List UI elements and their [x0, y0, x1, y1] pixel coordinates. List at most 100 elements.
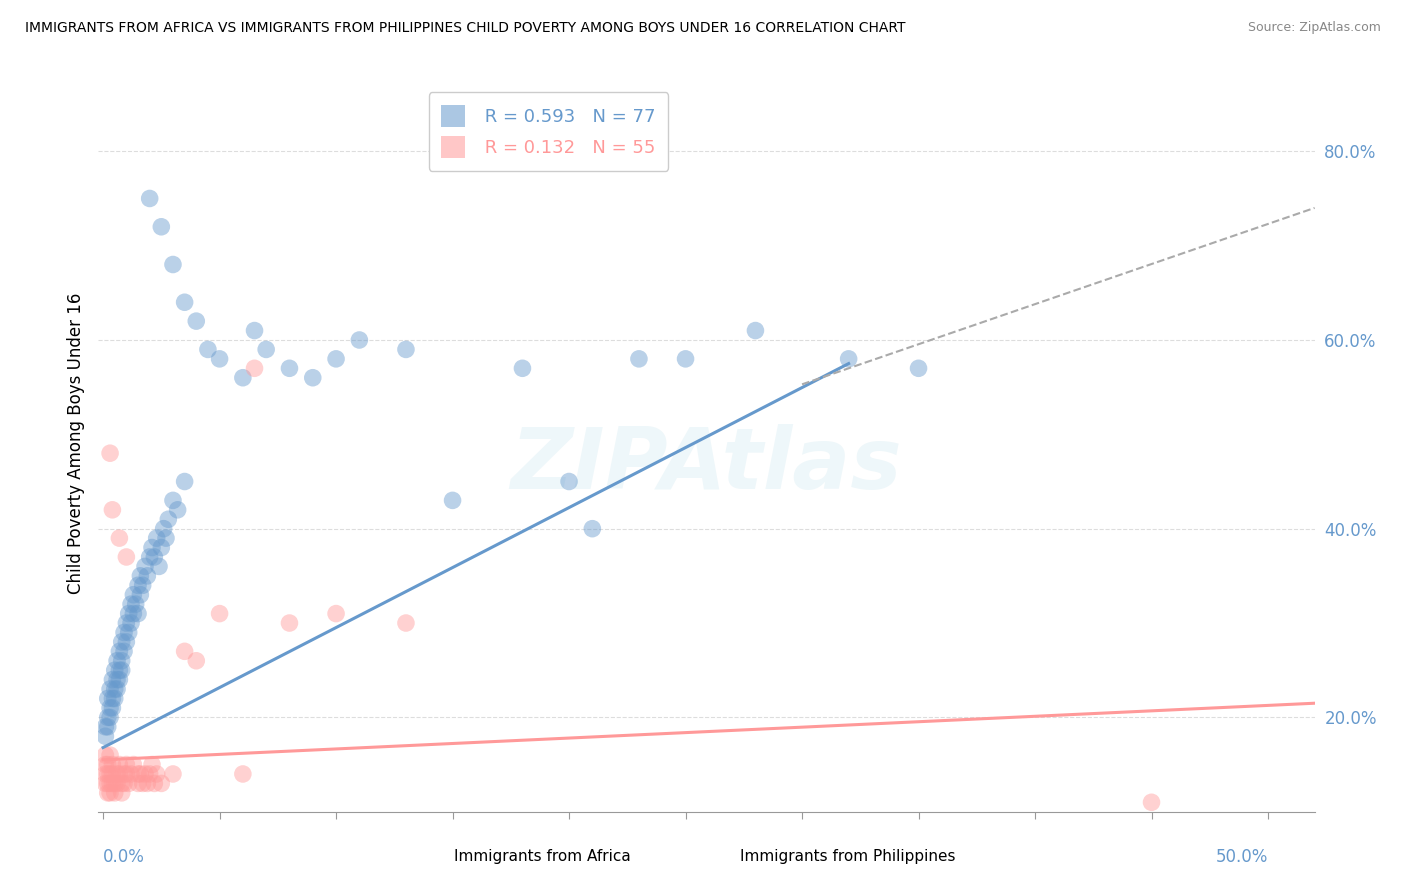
Point: [104, 776, 127, 790]
Point: [254, 343, 277, 357]
Point: [97, 691, 120, 706]
Point: [1140, 795, 1163, 809]
Point: [105, 654, 128, 668]
Point: [232, 370, 254, 384]
Point: [118, 776, 141, 790]
Point: [157, 512, 180, 526]
Text: IMMIGRANTS FROM AFRICA VS IMMIGRANTS FROM PHILIPPINES CHILD POVERTY AMONG BOYS U: IMMIGRANTS FROM AFRICA VS IMMIGRANTS FRO…: [25, 21, 905, 36]
Point: [122, 757, 145, 772]
Text: Immigrants from Africa: Immigrants from Africa: [454, 849, 631, 863]
Text: Source: ZipAtlas.com: Source: ZipAtlas.com: [1247, 21, 1381, 35]
Point: [94, 748, 117, 763]
Point: [301, 370, 323, 384]
Point: [138, 192, 160, 206]
Point: [112, 776, 135, 790]
Point: [94, 720, 117, 734]
Point: [94, 776, 117, 790]
Point: [105, 682, 128, 697]
Point: [173, 475, 195, 489]
Point: [208, 607, 231, 621]
Point: [97, 710, 120, 724]
Point: [101, 673, 124, 687]
Point: [115, 767, 138, 781]
Point: [101, 776, 124, 790]
Point: [111, 663, 134, 677]
Point: [98, 682, 121, 697]
Point: [125, 597, 148, 611]
Point: [104, 786, 127, 800]
Point: [136, 569, 159, 583]
Point: [838, 351, 860, 366]
Point: [129, 767, 152, 781]
Point: [97, 786, 120, 800]
Point: [162, 493, 184, 508]
Point: [101, 691, 124, 706]
Point: [134, 559, 156, 574]
Point: [131, 776, 153, 790]
Point: [97, 776, 120, 790]
Point: [129, 569, 152, 583]
Point: [129, 588, 152, 602]
Point: [143, 549, 166, 564]
Point: [675, 351, 697, 366]
Point: [98, 710, 121, 724]
Point: [101, 767, 124, 781]
Point: [243, 324, 266, 338]
Point: [105, 776, 128, 790]
Point: [162, 767, 184, 781]
Point: [98, 748, 121, 763]
Point: [127, 767, 149, 781]
Point: [278, 361, 301, 376]
Point: [122, 607, 145, 621]
Point: [150, 219, 173, 234]
Point: [120, 597, 142, 611]
Point: [108, 673, 131, 687]
Point: [98, 701, 121, 715]
Text: Immigrants from Philippines: Immigrants from Philippines: [740, 849, 955, 863]
Point: [108, 757, 131, 772]
Point: [97, 757, 120, 772]
Point: [112, 767, 135, 781]
Point: [152, 522, 174, 536]
Point: [112, 644, 135, 658]
Point: [186, 654, 208, 668]
Point: [131, 578, 153, 592]
Point: [512, 361, 534, 376]
Y-axis label: Child Poverty Among Boys Under 16: Child Poverty Among Boys Under 16: [66, 293, 84, 594]
Point: [108, 767, 131, 781]
Point: [115, 549, 138, 564]
Point: [127, 607, 149, 621]
Point: [145, 767, 167, 781]
Point: [166, 503, 188, 517]
Point: [101, 503, 124, 517]
Point: [136, 776, 159, 790]
Point: [94, 767, 117, 781]
Point: [120, 767, 142, 781]
Point: [558, 475, 581, 489]
Point: [325, 607, 347, 621]
Point: [395, 615, 418, 630]
Point: [112, 625, 135, 640]
Point: [94, 757, 117, 772]
Point: [138, 767, 160, 781]
Point: [127, 776, 149, 790]
Point: [98, 446, 121, 460]
Point: [115, 635, 138, 649]
Point: [111, 635, 134, 649]
Point: [97, 767, 120, 781]
Point: [155, 531, 177, 545]
Point: [208, 351, 231, 366]
Point: [105, 767, 128, 781]
Point: [98, 786, 121, 800]
Point: [162, 258, 184, 272]
Point: [104, 691, 127, 706]
Point: [94, 729, 117, 743]
Point: [101, 701, 124, 715]
Point: [186, 314, 208, 328]
Point: [138, 549, 160, 564]
Point: [108, 531, 131, 545]
Point: [173, 644, 195, 658]
Point: [108, 663, 131, 677]
Point: [104, 663, 127, 677]
Point: [173, 295, 195, 310]
